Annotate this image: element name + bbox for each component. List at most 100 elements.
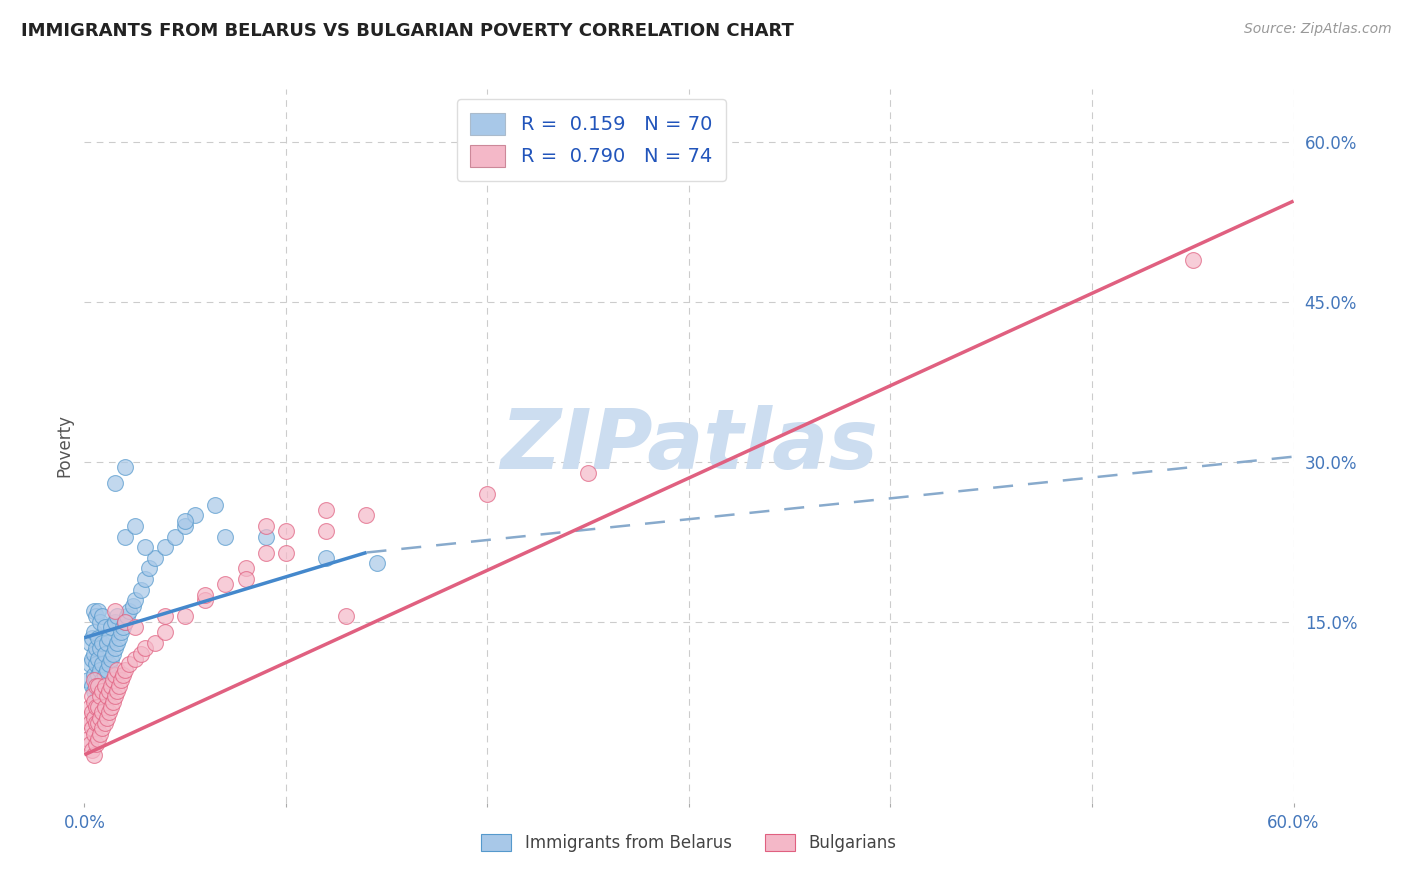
Point — [101, 695, 124, 709]
Point — [83, 647, 105, 661]
Point — [101, 673, 124, 688]
Point — [114, 460, 136, 475]
Point — [91, 684, 114, 698]
Point — [93, 679, 115, 693]
Point — [87, 731, 110, 746]
Point — [105, 684, 128, 698]
Point — [105, 636, 128, 650]
Point — [86, 737, 108, 751]
Point — [93, 700, 115, 714]
Point — [87, 700, 110, 714]
Point — [79, 700, 101, 714]
Point — [77, 731, 100, 746]
Point — [87, 715, 110, 730]
Point — [335, 609, 357, 624]
Point — [194, 593, 217, 607]
Point — [254, 545, 277, 559]
Point — [100, 700, 122, 714]
Point — [104, 641, 127, 656]
Point — [118, 604, 141, 618]
Text: ZIPatlas: ZIPatlas — [501, 406, 877, 486]
Point — [114, 529, 136, 543]
Point — [79, 715, 101, 730]
Point — [89, 615, 111, 629]
Point — [315, 550, 337, 565]
Point — [86, 641, 108, 656]
Point — [91, 609, 114, 624]
Point — [82, 690, 104, 704]
Point — [89, 726, 111, 740]
Point — [96, 636, 118, 650]
Point — [87, 668, 110, 682]
Point — [104, 615, 127, 629]
Point — [96, 690, 118, 704]
Point — [118, 657, 141, 672]
Point — [110, 625, 132, 640]
Point — [87, 631, 110, 645]
Point — [83, 673, 105, 688]
Point — [254, 529, 277, 543]
Point — [101, 647, 124, 661]
Point — [115, 609, 138, 624]
Point — [104, 690, 127, 704]
Point — [93, 620, 115, 634]
Point — [83, 668, 105, 682]
Point — [174, 519, 197, 533]
Point — [87, 652, 110, 666]
Point — [86, 700, 108, 714]
Point — [93, 715, 115, 730]
Point — [274, 524, 297, 539]
Point — [82, 679, 104, 693]
Point — [124, 519, 146, 533]
Point — [91, 636, 114, 650]
Point — [77, 710, 100, 724]
Point — [91, 721, 114, 735]
Point — [77, 673, 100, 688]
Point — [214, 529, 236, 543]
Point — [235, 561, 257, 575]
Point — [100, 620, 122, 634]
Point — [274, 545, 297, 559]
Point — [87, 604, 110, 618]
Point — [124, 652, 146, 666]
Point — [356, 508, 378, 523]
Point — [89, 679, 111, 693]
Point — [1181, 252, 1204, 267]
Point — [315, 503, 337, 517]
Point — [254, 519, 277, 533]
Point — [134, 540, 156, 554]
Point — [214, 577, 236, 591]
Point — [86, 715, 108, 730]
Point — [194, 588, 217, 602]
Point — [104, 476, 127, 491]
Point — [83, 747, 105, 762]
Point — [86, 673, 108, 688]
Point — [82, 631, 104, 645]
Point — [82, 742, 104, 756]
Point — [105, 609, 128, 624]
Point — [104, 668, 127, 682]
Point — [93, 668, 115, 682]
Point — [91, 657, 114, 672]
Point — [89, 710, 111, 724]
Point — [235, 572, 257, 586]
Point — [97, 684, 120, 698]
Point — [129, 647, 152, 661]
Point — [82, 721, 104, 735]
Point — [114, 615, 136, 629]
Point — [204, 498, 226, 512]
Point — [96, 663, 118, 677]
Point — [89, 663, 111, 677]
Point — [184, 508, 207, 523]
Point — [86, 679, 108, 693]
Point — [87, 679, 110, 693]
Point — [83, 710, 105, 724]
Point — [89, 641, 111, 656]
Point — [110, 673, 132, 688]
Point — [83, 684, 105, 698]
Y-axis label: Poverty: Poverty — [55, 415, 73, 477]
Point — [105, 663, 128, 677]
Point — [96, 710, 118, 724]
Point — [111, 620, 134, 634]
Point — [100, 679, 122, 693]
